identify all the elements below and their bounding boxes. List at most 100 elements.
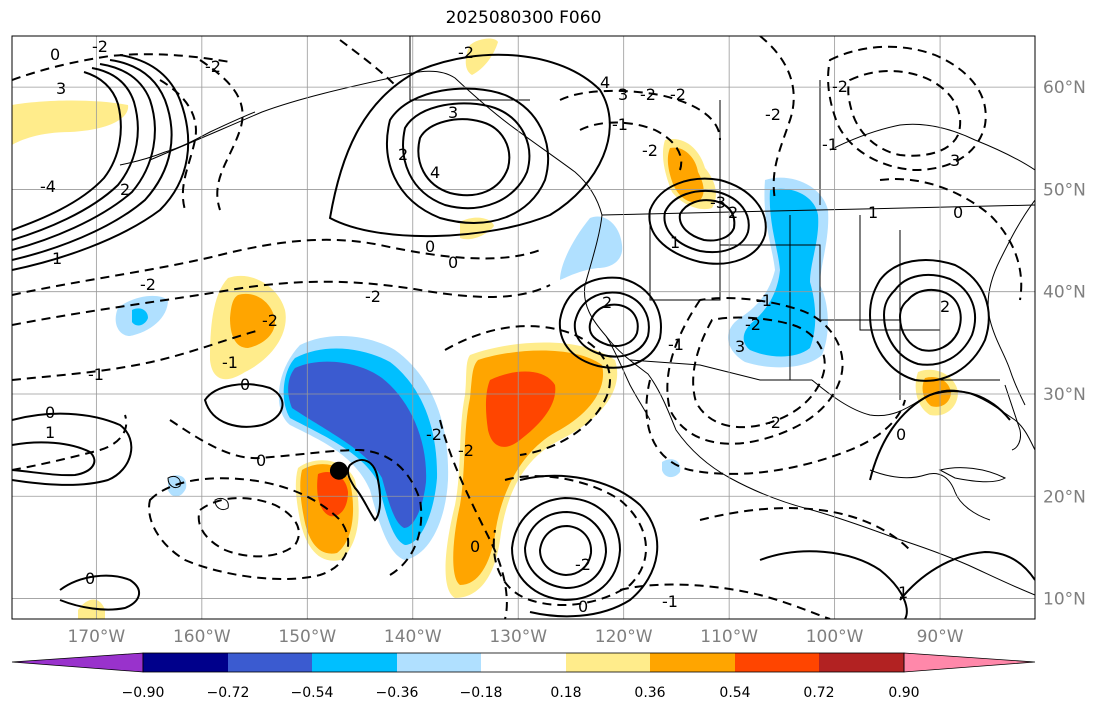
contour-dash-25 bbox=[12, 53, 231, 81]
lon-tick-label: 130°W bbox=[489, 627, 547, 647]
contour-label: 3 bbox=[950, 151, 960, 170]
contour-label: 2 bbox=[728, 203, 738, 222]
coast-florida bbox=[1004, 384, 1021, 451]
shaded-field bbox=[12, 38, 958, 619]
colorbar-segment bbox=[312, 653, 397, 672]
colorbar-tick-label: −0.36 bbox=[376, 685, 419, 701]
contour-solid-pnw-1 bbox=[648, 177, 767, 265]
lon-tick-label: 90°W bbox=[917, 627, 964, 647]
colorbar-tick-label: −0.54 bbox=[291, 685, 334, 701]
contour-label: 0 bbox=[50, 45, 60, 64]
contour-alaska-1 bbox=[386, 87, 550, 224]
storm-center-marker bbox=[329, 461, 348, 480]
contour-label: -1 bbox=[222, 353, 238, 372]
lat-tick-label: 50°N bbox=[1043, 180, 1086, 200]
contour-solid-south-1 bbox=[869, 390, 1011, 481]
positive-anomaly-west-core bbox=[230, 293, 276, 348]
contour-solid-h-1 bbox=[203, 383, 284, 428]
positive-anomaly-nw bbox=[12, 100, 129, 145]
colorbar-segment bbox=[143, 653, 228, 672]
contour-label: 1 bbox=[52, 249, 62, 268]
colorbar-labels: −0.90 −0.72 −0.54 −0.36 −0.18 0.18 0.36 … bbox=[122, 685, 920, 701]
negative-anomaly-small-1 bbox=[168, 475, 187, 497]
contour-label: 3 bbox=[448, 103, 458, 122]
contour-solid-gulf-1 bbox=[868, 259, 990, 382]
contour-label: -1 bbox=[822, 135, 838, 154]
border-us-mexico bbox=[629, 359, 812, 381]
negative-anomaly-plains-core bbox=[743, 188, 819, 357]
negative-anomaly-core bbox=[288, 361, 427, 528]
lon-tick-label: 120°W bbox=[595, 627, 653, 647]
contour-label: -2 bbox=[426, 425, 442, 444]
colorbar-segment bbox=[819, 653, 904, 672]
contour-label: -2 bbox=[765, 105, 781, 124]
contour-dash-12 bbox=[169, 419, 423, 576]
contour-alaska-2 bbox=[402, 102, 531, 210]
contour-dash-18 bbox=[619, 583, 831, 619]
contour-label: -1 bbox=[612, 115, 628, 134]
contour-solid-south-2 bbox=[759, 550, 908, 619]
border-canada-3 bbox=[409, 36, 530, 101]
lon-tick-label: 150°W bbox=[278, 627, 336, 647]
negative-anomaly-coast bbox=[560, 216, 623, 280]
colorbar-frame bbox=[142, 652, 905, 673]
contour-solid-ca-2 bbox=[573, 291, 650, 358]
contour-dash-5 bbox=[159, 79, 197, 211]
lat-tick-label: 10°N bbox=[1043, 590, 1086, 610]
contour-label: 1 bbox=[45, 423, 55, 442]
colorbar-tick-label: −0.18 bbox=[460, 685, 503, 701]
contour-dash-2 bbox=[12, 280, 551, 326]
colorbar-segment bbox=[566, 653, 650, 672]
contour-label: 0 bbox=[953, 203, 963, 222]
positive-anomaly-hawaii-core bbox=[317, 472, 348, 517]
contour-label: -2 bbox=[205, 57, 221, 76]
contour-nw-3 bbox=[12, 63, 156, 251]
contour-solid-pnw-2 bbox=[663, 189, 750, 253]
contour-label: -4 bbox=[40, 177, 56, 196]
colorbar-segment bbox=[650, 653, 735, 672]
contour-label: 2 bbox=[602, 293, 612, 312]
contour-solid-ca-1 bbox=[558, 276, 662, 369]
contour-label: 1 bbox=[898, 583, 908, 602]
colorbar-tick-label: −0.72 bbox=[207, 685, 250, 701]
coast-hawaii-2 bbox=[214, 497, 229, 511]
contour-alaska-outer bbox=[328, 53, 611, 238]
contour-label: 0 bbox=[578, 597, 588, 616]
contour-label: 0 bbox=[240, 375, 250, 394]
coast-alaska bbox=[149, 70, 603, 216]
coast-westcoast bbox=[583, 214, 1035, 596]
contour-label: 0 bbox=[85, 569, 95, 588]
coast-hawaii-1 bbox=[167, 475, 181, 489]
contours bbox=[12, 36, 1035, 619]
contour-label: 0 bbox=[425, 237, 435, 256]
colorbar-segment bbox=[397, 653, 481, 672]
contour-solid-sw-1 bbox=[519, 474, 659, 618]
contour-solid-ep-2 bbox=[523, 510, 608, 590]
contour-label: -2 bbox=[262, 311, 278, 330]
contour-solid-ca-3 bbox=[588, 303, 639, 347]
contour-dash-19 bbox=[827, 45, 987, 172]
colorbar-under-triangle bbox=[11, 652, 144, 673]
contour-label: -1 bbox=[662, 592, 678, 611]
colorbar-segment bbox=[481, 653, 566, 672]
colorbar-over-triangle bbox=[903, 652, 1036, 673]
contour-dash-11 bbox=[645, 379, 906, 475]
map-frame bbox=[11, 35, 1036, 620]
contour-solid-sw2 bbox=[59, 574, 140, 611]
contour-label: -1 bbox=[756, 291, 772, 310]
lat-tick-label: 40°N bbox=[1043, 283, 1086, 303]
contour-dash-14 bbox=[197, 497, 300, 558]
contour-label: -2 bbox=[140, 275, 156, 294]
contour-label: -2 bbox=[765, 413, 781, 432]
contour-dash-20 bbox=[847, 70, 962, 157]
contour-label: -2 bbox=[365, 287, 381, 306]
contour-label: -2 bbox=[745, 315, 761, 334]
contour-label: 3 bbox=[56, 79, 66, 98]
contour-dash-21 bbox=[759, 36, 795, 201]
contour-dash-1 bbox=[12, 238, 541, 296]
latitude-labels: 10°N 20°N 30°N 40°N 50°N 60°N bbox=[1043, 78, 1086, 609]
contour-label: -1 bbox=[88, 365, 104, 384]
contour-label: 0 bbox=[470, 537, 480, 556]
